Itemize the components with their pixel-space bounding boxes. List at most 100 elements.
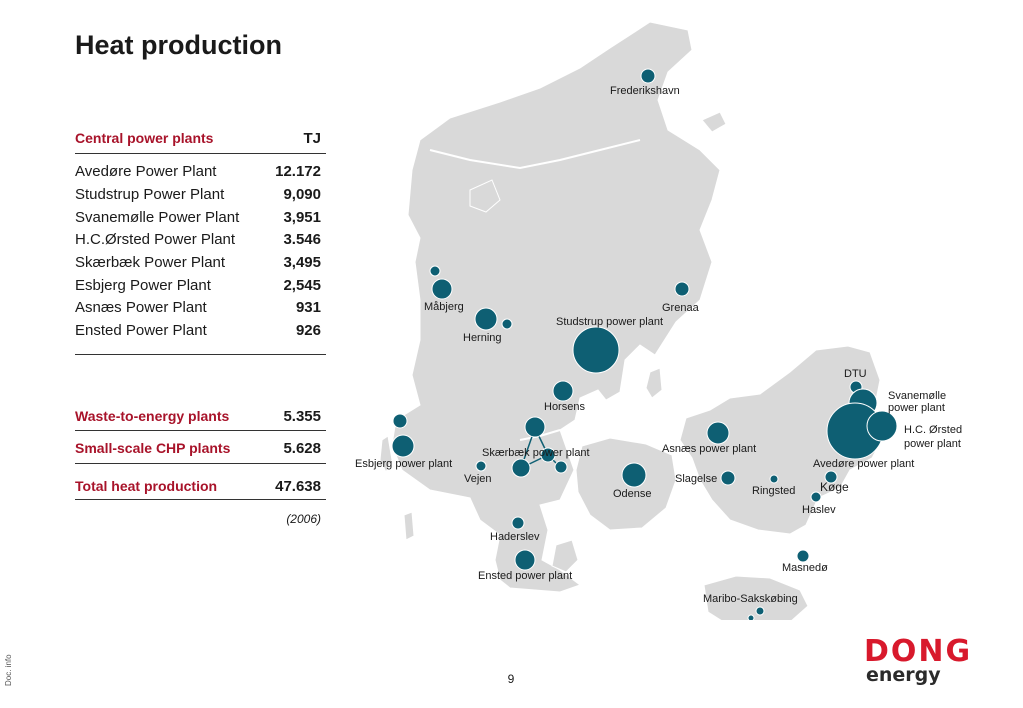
doc-info: Doc. info [4, 654, 13, 686]
divider [75, 354, 326, 355]
total-row: Total heat production 47.638 [75, 478, 325, 500]
frederikshavn-label: Frederikshavn [610, 85, 680, 97]
hc-orsted-label-line1: H.C. Ørsted [904, 424, 962, 436]
hc-orsted-label-line2: power plant [904, 438, 961, 450]
total-value: 47.638 [275, 478, 321, 495]
mors-island [469, 179, 501, 213]
waste-label: Waste-to-energy plants [75, 408, 230, 424]
skaerbaek-label: Skærbæk power plant [482, 447, 590, 459]
sakskobing-marker[interactable] [747, 614, 755, 620]
herning-label: Herning [463, 332, 502, 344]
table-row: Esbjerg Power Plant 2,545 [75, 277, 325, 299]
grenaa-label: Grenaa [662, 302, 700, 314]
central-plants-label: Central power plants [75, 130, 214, 146]
svanemolle-label-line1: Svanemølle [888, 390, 946, 402]
map-labels: Frederikshavn Måbjerg Grenaa Studstrup p… [355, 85, 962, 605]
svanemolle-label: Svanemølle power plant [888, 390, 949, 414]
small-chp-label: Small-scale CHP plants [75, 440, 231, 456]
horsens-marker[interactable] [552, 380, 574, 402]
samso-island [645, 367, 663, 399]
skaerbaek-north-marker[interactable] [524, 416, 546, 438]
svanemolle-label-line2: power plant [888, 402, 945, 414]
maabjerg-label: Måbjerg [424, 301, 464, 313]
table-row: Skærbæk Power Plant 3,495 [75, 254, 325, 276]
haslev-marker[interactable] [810, 491, 822, 503]
horsens-label: Horsens [544, 401, 585, 413]
zealand-island [679, 345, 887, 535]
table-row: H.C.Ørsted Power Plant 3.546 [75, 231, 325, 253]
total-label: Total heat production [75, 478, 218, 494]
slagelse-marker[interactable] [720, 470, 736, 486]
maribo-label: Maribo-Sakskøbing [703, 593, 798, 605]
koge-label: Køge [820, 480, 849, 494]
central-plants-header: Central power plants TJ [75, 130, 325, 152]
odense-label: Odense [613, 488, 652, 500]
studstrup-label: Studstrup power plant [556, 316, 663, 328]
vejen-marker[interactable] [475, 460, 487, 472]
ensted-marker[interactable] [514, 549, 536, 571]
plant-name: H.C.Ørsted Power Plant [75, 231, 236, 248]
dtu-label: DTU [844, 368, 867, 380]
divider [75, 499, 326, 500]
esbjerg-marker[interactable] [391, 434, 415, 458]
odense-marker[interactable] [621, 462, 647, 488]
plant-value: 926 [295, 322, 321, 339]
plant-value: 12.172 [275, 163, 321, 180]
small-chp-value: 5.628 [283, 440, 321, 457]
asnaes-label: Asnæs power plant [662, 443, 756, 455]
grenaa-marker[interactable] [674, 281, 690, 297]
frederikshavn-marker[interactable] [640, 68, 656, 84]
ensted-label: Ensted power plant [478, 570, 572, 582]
maabjerg-small-marker[interactable] [429, 265, 441, 277]
maabjerg-marker[interactable] [431, 278, 453, 300]
plant-name: Studstrup Power Plant [75, 186, 225, 203]
plant-name: Skærbæk Power Plant [75, 254, 226, 271]
plant-name: Avedøre Power Plant [75, 163, 217, 180]
plant-name: Asnæs Power Plant [75, 299, 207, 316]
skaerbaek-marker[interactable] [540, 447, 556, 463]
unit-label: TJ [303, 130, 321, 147]
jutland-landmass [391, 21, 721, 593]
maribo-marker[interactable] [755, 606, 765, 616]
plant-value: 3,951 [283, 209, 321, 226]
logo-dong-text: DONG [864, 634, 973, 669]
plant-name: Svanemølle Power Plant [75, 209, 240, 226]
plant-name: Esbjerg Power Plant [75, 277, 211, 294]
plant-value: 931 [295, 299, 321, 316]
haderslev-label: Haderslev [490, 531, 540, 543]
masnedo-marker[interactable] [796, 549, 810, 563]
haderslev-marker[interactable] [511, 516, 525, 530]
studstrup-marker[interactable] [572, 326, 620, 374]
herning-small-marker[interactable] [501, 318, 513, 330]
slagelse-label: Slagelse [675, 473, 717, 485]
vejen-label: Vejen [464, 473, 492, 485]
ringsted-label: Ringsted [752, 485, 795, 497]
lolland-island [703, 575, 809, 620]
plant-value: 2,545 [283, 277, 321, 294]
dong-energy-logo: DONG energy [864, 634, 999, 690]
waste-row: Waste-to-energy plants 5.355 [75, 408, 325, 430]
fano-island [379, 435, 393, 474]
logo-energy-text: energy [866, 664, 941, 686]
koge-marker[interactable] [824, 470, 838, 484]
limfjord-line [429, 139, 641, 170]
esbjerg-small-marker[interactable] [392, 413, 408, 429]
year-note: (2006) [286, 512, 321, 526]
table-row: Ensted Power Plant 926 [75, 322, 325, 344]
table-row: Studstrup Power Plant 9,090 [75, 186, 325, 208]
plant-name: Ensted Power Plant [75, 322, 207, 339]
plant-value: 3.546 [283, 231, 321, 248]
skaerbaek-east-marker[interactable] [554, 460, 568, 474]
divider [75, 153, 326, 154]
ringsted-marker[interactable] [769, 474, 779, 484]
herning-marker[interactable] [474, 307, 498, 331]
hc-orsted-marker[interactable] [866, 410, 898, 442]
plant-value: 9,090 [283, 186, 321, 203]
romo-island [403, 511, 415, 541]
avedore-label: Avedøre power plant [813, 458, 914, 470]
skaerbaek-west-marker[interactable] [511, 458, 531, 478]
divider [75, 430, 326, 431]
asnaes-marker[interactable] [706, 421, 730, 445]
table-row: Avedøre Power Plant 12.172 [75, 163, 325, 185]
haslev-label: Haslev [802, 504, 836, 516]
